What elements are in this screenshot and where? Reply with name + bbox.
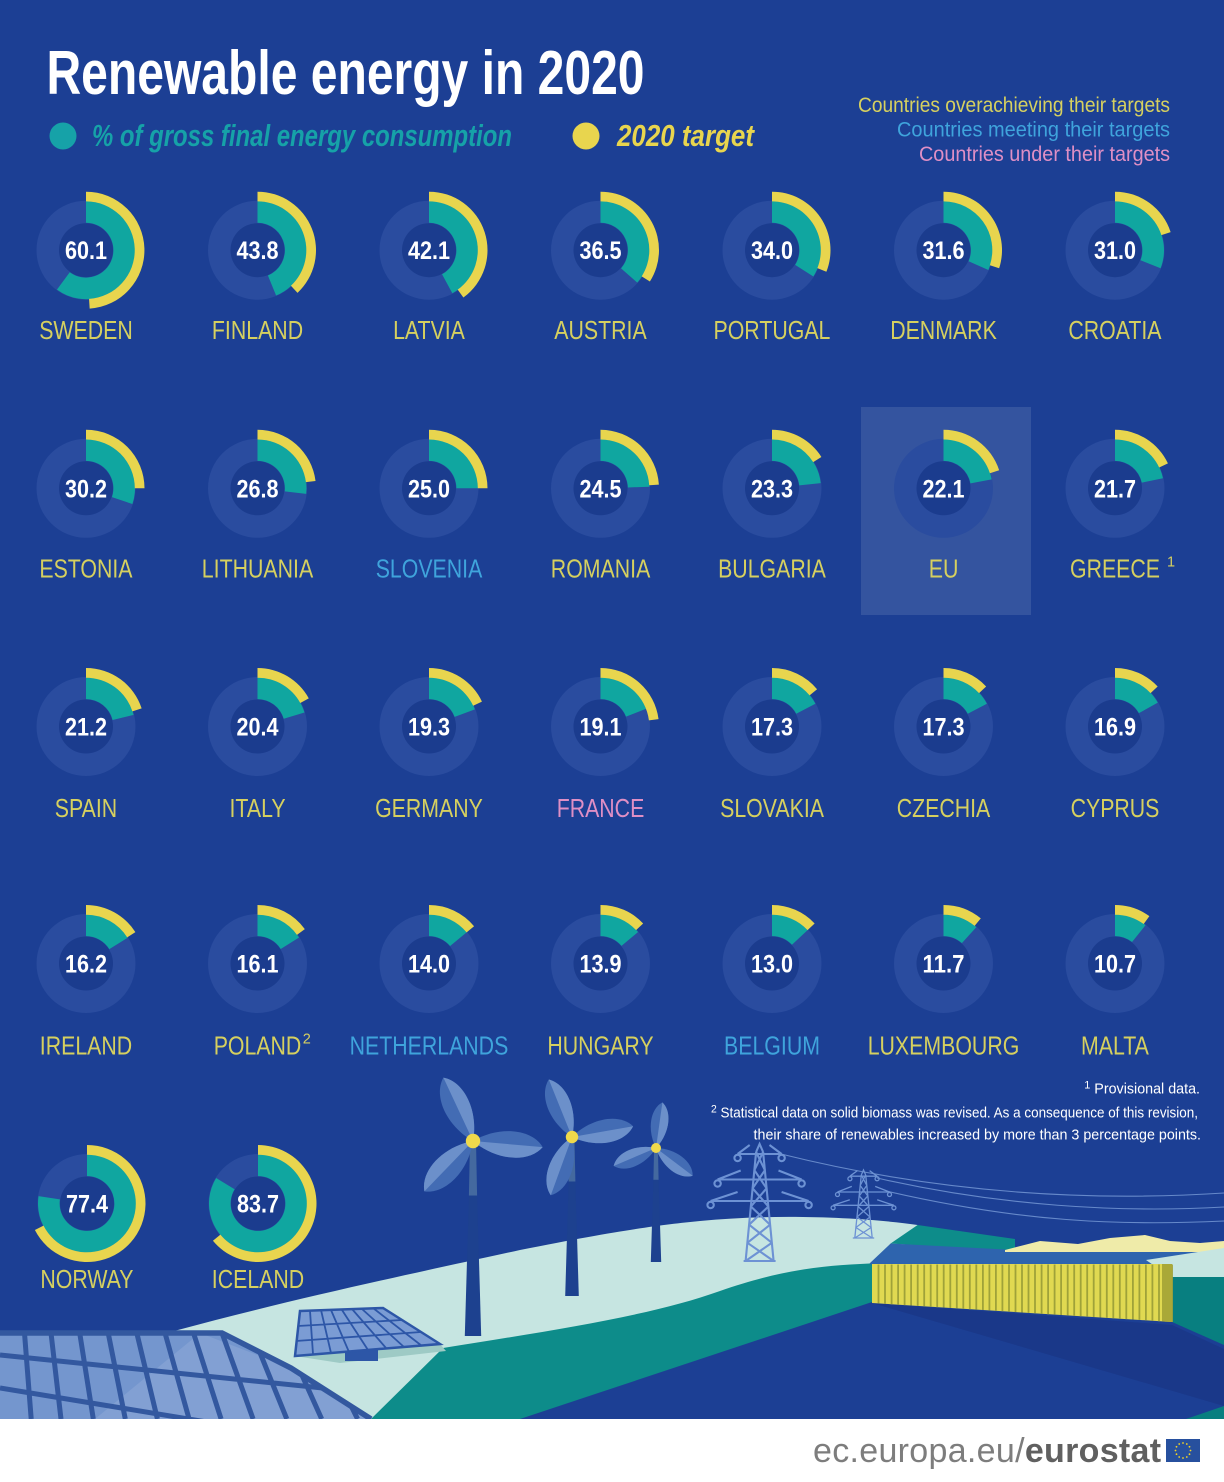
svg-text:POLAND: POLAND [214, 1031, 302, 1061]
svg-text:CROATIA: CROATIA [1068, 315, 1162, 345]
svg-text:ITALY: ITALY [230, 793, 286, 823]
svg-text:AUSTRIA: AUSTRIA [554, 315, 647, 345]
svg-text:2: 2 [303, 1032, 311, 1048]
svg-text:2020 target: 2020 target [616, 118, 755, 153]
svg-text:13.9: 13.9 [580, 952, 622, 979]
svg-text:their share of renewables incr: their share of renewables increased by m… [754, 1128, 1201, 1144]
svg-text:SWEDEN: SWEDEN [39, 315, 133, 345]
svg-text:36.5: 36.5 [580, 238, 622, 265]
svg-text:GERMANY: GERMANY [375, 793, 483, 823]
svg-text:DENMARK: DENMARK [890, 315, 997, 345]
svg-text:SLOVENIA: SLOVENIA [376, 554, 483, 584]
svg-text:16.1: 16.1 [237, 952, 279, 979]
svg-text:60.1: 60.1 [65, 238, 107, 265]
svg-text:16.2: 16.2 [65, 952, 107, 979]
svg-text:42.1: 42.1 [408, 238, 450, 265]
svg-text:30.2: 30.2 [65, 476, 107, 503]
svg-text:Countries meeting their target: Countries meeting their targets [897, 119, 1170, 142]
svg-text:14.0: 14.0 [408, 952, 450, 979]
svg-text:19.3: 19.3 [408, 715, 450, 742]
svg-text:13.0: 13.0 [751, 952, 793, 979]
svg-text:23.3: 23.3 [751, 476, 793, 503]
svg-text:21.7: 21.7 [1094, 476, 1136, 503]
svg-text:ROMANIA: ROMANIA [551, 554, 651, 584]
svg-text:16.9: 16.9 [1094, 715, 1136, 742]
svg-text:LITHUANIA: LITHUANIA [202, 554, 314, 584]
svg-text:BULGARIA: BULGARIA [718, 554, 826, 584]
svg-text:LATVIA: LATVIA [393, 315, 465, 345]
svg-text:17.3: 17.3 [923, 715, 965, 742]
svg-text:CZECHIA: CZECHIA [897, 793, 991, 823]
svg-text:34.0: 34.0 [751, 238, 793, 265]
svg-text:FRANCE: FRANCE [557, 793, 645, 823]
svg-text:Renewable energy in 2020: Renewable energy in 2020 [47, 39, 645, 108]
svg-text:26.8: 26.8 [237, 476, 279, 503]
svg-text:10.7: 10.7 [1094, 952, 1136, 979]
svg-text:21.2: 21.2 [65, 715, 107, 742]
svg-text:20.4: 20.4 [237, 715, 279, 742]
svg-text:MALTA: MALTA [1081, 1031, 1149, 1061]
svg-text:43.8: 43.8 [237, 238, 279, 265]
svg-text:ICELAND: ICELAND [212, 1264, 304, 1294]
svg-text:77.4: 77.4 [66, 1192, 108, 1219]
svg-text:24.5: 24.5 [580, 476, 622, 503]
svg-text:BELGIUM: BELGIUM [724, 1031, 820, 1061]
svg-text:17.3: 17.3 [751, 715, 793, 742]
svg-text:LUXEMBOURG: LUXEMBOURG [868, 1031, 1020, 1061]
svg-text:PORTUGAL: PORTUGAL [714, 315, 831, 345]
svg-text:Countries overachieving their: Countries overachieving their targets [858, 94, 1170, 117]
svg-text:% of gross final energy consum: % of gross final energy consumption [92, 118, 512, 153]
svg-text:25.0: 25.0 [408, 476, 450, 503]
svg-text:ec.europa.eu/eurostat: ec.europa.eu/eurostat [813, 1432, 1161, 1470]
svg-text:IRELAND: IRELAND [40, 1031, 132, 1061]
svg-text:19.1: 19.1 [580, 715, 622, 742]
svg-text:31.0: 31.0 [1094, 238, 1136, 265]
svg-text:2 Statistical data on solid bi: 2 Statistical data on solid biomass was … [711, 1104, 1198, 1122]
svg-text:1: 1 [1167, 555, 1175, 571]
svg-text:Countries under their targets: Countries under their targets [919, 143, 1170, 166]
svg-text:EU: EU [929, 554, 959, 584]
svg-text:ESTONIA: ESTONIA [39, 554, 133, 584]
svg-text:HUNGARY: HUNGARY [547, 1031, 653, 1061]
svg-text:SLOVAKIA: SLOVAKIA [720, 793, 824, 823]
svg-text:SPAIN: SPAIN [55, 793, 117, 823]
svg-text:NORWAY: NORWAY [40, 1264, 133, 1294]
svg-text:1 Provisional data.: 1 Provisional data. [1084, 1080, 1200, 1098]
svg-text:31.6: 31.6 [923, 238, 965, 265]
svg-text:83.7: 83.7 [237, 1192, 279, 1219]
svg-text:CYPRUS: CYPRUS [1071, 793, 1160, 823]
svg-text:NETHERLANDS: NETHERLANDS [350, 1031, 509, 1061]
svg-text:11.7: 11.7 [923, 952, 965, 979]
svg-text:22.1: 22.1 [923, 476, 965, 503]
svg-text:FINLAND: FINLAND [212, 315, 303, 345]
svg-text:GREECE: GREECE [1070, 554, 1160, 584]
